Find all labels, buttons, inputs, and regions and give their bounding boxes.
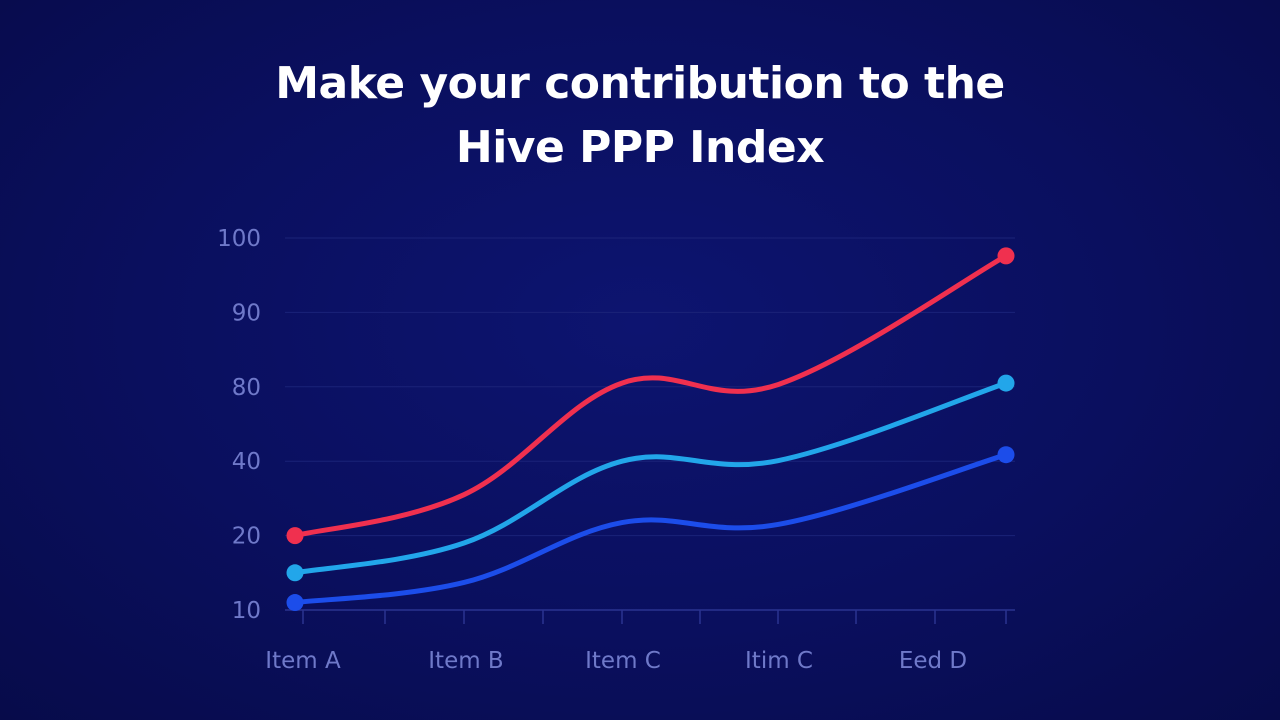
y-tick-label: 20 [232, 524, 261, 550]
series-line [292, 380, 1009, 576]
chart-title-line-1: Make your contribution to the [275, 58, 1005, 109]
x-tick-label: Item B [428, 648, 503, 674]
series-end-point [997, 374, 1015, 392]
y-tick-label: 90 [232, 300, 261, 326]
y-tick-label: 100 [217, 226, 261, 252]
x-tick-label: Eed D [899, 648, 967, 674]
series-lines [292, 253, 1009, 606]
series-start-point [286, 594, 304, 612]
chart-title-line-2: Hive PPP Index [455, 122, 825, 173]
series-endpoints [286, 247, 1015, 612]
chart-title: Make your contribution to the Hive PPP I… [0, 52, 1280, 180]
y-tick-label: 80 [232, 375, 261, 401]
series-line [292, 452, 1009, 606]
x-tick-label: Itim C [745, 648, 813, 674]
series-start-point [286, 564, 304, 582]
series-start-point [286, 527, 304, 545]
x-tick-label: Item A [265, 648, 341, 674]
grid [285, 237, 1015, 611]
series-end-point [997, 247, 1015, 265]
y-tick-label: 40 [232, 449, 261, 475]
x-tick-label: Item C [585, 648, 661, 674]
y-axis-ticks: 10 20 40 80 90 100 [217, 226, 261, 624]
series-line [292, 253, 1009, 539]
series-end-point [997, 446, 1015, 464]
y-tick-label: 10 [232, 598, 261, 624]
x-axis: Item A Item B Item C Itim C Eed D [265, 610, 1007, 674]
